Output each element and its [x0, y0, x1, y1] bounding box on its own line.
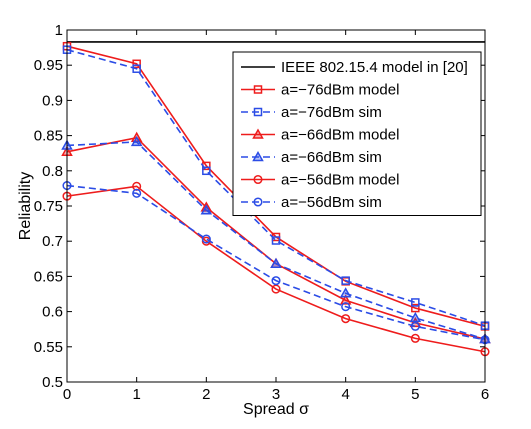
x-tick-label: 2 — [202, 386, 210, 403]
y-tick-label: 0.6 — [42, 304, 63, 321]
legend-label: a=−66dBm model — [281, 127, 399, 144]
series-line — [66, 184, 486, 341]
x-tick-label: 6 — [481, 386, 489, 403]
y-tick-label: 0.95 — [34, 57, 63, 74]
y-tick-label: 0.5 — [42, 374, 63, 391]
data-point — [132, 59, 141, 69]
data-point — [270, 257, 282, 268]
legend-marker — [253, 197, 263, 207]
legend-marker — [253, 107, 263, 117]
data-point — [341, 276, 350, 285]
y-tick-label: 1 — [55, 22, 63, 39]
legend-label: a=−56dBm sim — [281, 194, 382, 211]
x-tick-label: 0 — [63, 386, 71, 403]
legend-label: a=−76dBm sim — [281, 104, 382, 121]
legend-label: a=−76dBm model — [281, 82, 399, 99]
data-point — [202, 166, 211, 176]
legend-item: a=−66dBm sim — [241, 149, 382, 166]
data-point — [201, 234, 211, 244]
legend-item: a=−56dBm sim — [241, 194, 382, 211]
legend-item: a=−56dBm model — [241, 172, 399, 189]
legend-marker — [252, 150, 264, 162]
series-5 — [62, 181, 490, 357]
y-tick-label: 0.75 — [34, 198, 63, 215]
legend-marker — [252, 128, 264, 139]
data-point — [132, 64, 141, 73]
data-point — [271, 236, 281, 245]
legend-item: a=−76dBm model — [241, 82, 399, 99]
legend-label: a=−56dBm model — [281, 172, 399, 189]
legend-marker — [253, 174, 263, 185]
legend-item: IEEE 802.15.4 model in [20] — [241, 59, 468, 76]
y-tick-label: 0.65 — [34, 268, 63, 285]
data-point — [271, 276, 281, 286]
data-point — [339, 294, 352, 305]
y-tick-label: 0.85 — [34, 128, 63, 145]
y-tick-label: 0.55 — [34, 339, 63, 356]
x-tick-label: 4 — [341, 386, 349, 403]
data-point — [410, 333, 420, 343]
legend-label: IEEE 802.15.4 model in [20] — [281, 59, 468, 76]
y-axis-title: Reliability — [17, 172, 34, 240]
legend-item: a=−76dBm sim — [241, 104, 382, 121]
series-line — [66, 48, 486, 327]
series-line — [66, 185, 486, 353]
y-tick-label: 0.8 — [42, 163, 63, 180]
y-tick-label: 0.9 — [42, 92, 63, 109]
legend-marker — [253, 85, 263, 94]
x-tick-label: 5 — [411, 386, 419, 403]
x-tick-label: 1 — [132, 386, 140, 403]
legend-item: a=−66dBm model — [241, 127, 399, 144]
x-axis-title: Spread σ — [243, 401, 309, 418]
data-point — [271, 284, 281, 294]
data-point — [130, 135, 143, 147]
legend: IEEE 802.15.4 model in [20] a=−76dBm mode… — [232, 51, 482, 216]
data-point — [132, 188, 142, 198]
series-6 — [62, 181, 490, 345]
legend-label: a=−66dBm sim — [281, 149, 382, 166]
series-line — [66, 141, 486, 340]
data-point — [341, 302, 351, 312]
data-point — [411, 298, 420, 307]
data-point — [339, 287, 352, 298]
data-point — [411, 303, 420, 313]
y-tick-label: 0.7 — [42, 233, 63, 250]
series-layer — [61, 41, 491, 357]
data-point — [409, 311, 422, 323]
x-tick-label: 3 — [272, 386, 280, 403]
data-point — [200, 204, 213, 215]
data-point — [341, 314, 351, 324]
data-point — [410, 321, 420, 331]
series-2 — [62, 45, 490, 330]
